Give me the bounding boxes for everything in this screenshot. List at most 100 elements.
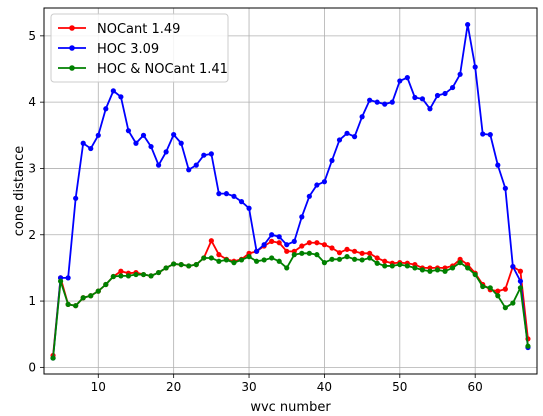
data-point (201, 152, 207, 158)
data-point (351, 256, 358, 262)
data-point (314, 252, 320, 258)
data-point (140, 271, 147, 278)
data-point (382, 101, 388, 107)
data-point (306, 193, 312, 199)
x-tick-label: 60 (468, 380, 483, 394)
data-point (186, 167, 192, 173)
data-point (276, 234, 282, 240)
series-2 (50, 21, 531, 361)
data-point (284, 248, 290, 254)
legend-marker (69, 25, 75, 31)
series-line (52, 239, 529, 356)
data-point (525, 343, 531, 349)
data-point (253, 258, 260, 264)
data-point (291, 238, 297, 244)
data-point (374, 260, 380, 266)
x-tick-label: 40 (317, 380, 332, 394)
legend-box (50, 13, 229, 83)
data-point (419, 267, 426, 273)
data-point (133, 271, 139, 278)
data-point (465, 21, 471, 28)
data-point (155, 162, 162, 168)
data-point (495, 293, 501, 299)
data-point (382, 258, 388, 264)
data-point (193, 162, 199, 168)
data-point (284, 265, 290, 271)
data-point (449, 84, 456, 91)
data-point (314, 240, 320, 246)
legend-label: HOC 3.09 (97, 42, 159, 57)
data-point (103, 106, 109, 112)
data-point (510, 300, 516, 306)
data-point (65, 275, 71, 281)
data-point (442, 90, 448, 97)
data-point (367, 250, 373, 256)
data-point (73, 303, 79, 309)
data-point (502, 185, 508, 191)
data-point (517, 268, 524, 274)
data-point (344, 130, 350, 136)
data-point (487, 285, 493, 291)
y-tick-label: 0 (28, 360, 36, 374)
data-point (125, 273, 132, 279)
data-point (359, 250, 365, 256)
data-point (186, 263, 192, 269)
data-point (472, 271, 478, 278)
data-point (412, 265, 418, 271)
data-point (193, 261, 199, 268)
data-point (495, 162, 501, 168)
data-point (382, 263, 388, 269)
data-point (163, 149, 169, 155)
data-point (253, 248, 260, 254)
data-point (389, 263, 395, 269)
data-point (404, 263, 410, 269)
legend-marker (69, 65, 75, 71)
data-point (351, 134, 358, 140)
data-point (261, 242, 267, 248)
data-point (246, 205, 252, 211)
data-point (329, 245, 335, 251)
data-point (412, 94, 418, 101)
data-point (517, 278, 524, 284)
data-point (434, 267, 441, 273)
data-point (457, 260, 463, 266)
series-layer (50, 21, 531, 361)
data-point (73, 195, 79, 201)
data-point (65, 301, 71, 307)
x-tick-label: 10 (91, 380, 106, 394)
data-point (57, 278, 64, 284)
data-point (118, 268, 124, 274)
data-point (110, 88, 116, 94)
data-point (367, 97, 373, 103)
data-point (321, 179, 328, 185)
data-point (336, 256, 343, 262)
data-point (95, 288, 101, 294)
data-point (427, 268, 433, 274)
data-point (495, 288, 501, 294)
y-tick-label: 3 (28, 161, 36, 175)
series-line (52, 23, 529, 359)
x-tick-label: 20 (166, 380, 181, 394)
data-point (238, 199, 245, 205)
data-point (329, 256, 335, 262)
series-3 (50, 250, 531, 361)
data-point (397, 78, 403, 84)
y-tick-label: 5 (28, 29, 36, 43)
data-point (351, 248, 358, 254)
data-point (163, 265, 169, 271)
grid (44, 8, 537, 374)
data-point (155, 269, 162, 276)
data-point (223, 257, 230, 263)
data-point (178, 140, 184, 146)
data-point (231, 260, 237, 266)
data-point (434, 92, 441, 99)
data-point (442, 268, 448, 274)
series-line (52, 252, 529, 359)
data-point (216, 252, 222, 258)
data-point (344, 246, 350, 252)
data-point (374, 255, 380, 261)
data-point (299, 214, 305, 220)
data-point (216, 191, 222, 197)
data-point (171, 261, 177, 267)
